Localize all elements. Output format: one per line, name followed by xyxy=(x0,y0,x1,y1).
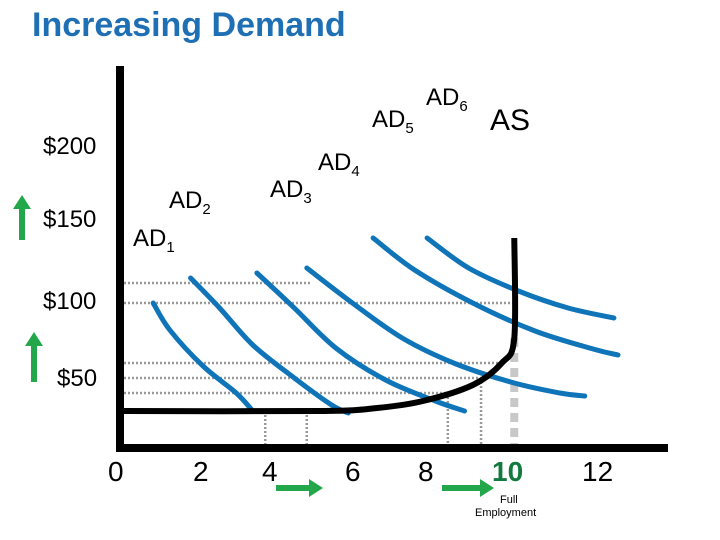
demand-curve-ad3 xyxy=(254,270,467,414)
y-tick-label: $100 xyxy=(43,288,97,315)
full-employment-label: Full xyxy=(500,494,518,506)
x-tick-label: 2 xyxy=(193,456,209,487)
demand-curve-label-ad3: AD3 xyxy=(270,176,312,207)
y-tick-label: $50 xyxy=(57,365,98,392)
chart-title: Increasing Demand xyxy=(32,6,346,44)
quantity-increase-arrow-icon xyxy=(442,479,494,497)
x-tick-label: 0 xyxy=(108,456,124,487)
demand-curve-ad5 xyxy=(370,235,621,358)
quantity-increase-arrow-icon xyxy=(276,479,323,497)
x-tick-label: 12 xyxy=(582,456,614,487)
x-tick-label: 8 xyxy=(418,456,434,487)
full-employment-label: Employment xyxy=(475,507,537,519)
y-tick-label: $200 xyxy=(43,133,97,160)
demand-curve-ad4 xyxy=(304,265,588,399)
y-tick-label: $150 xyxy=(43,206,97,233)
demand-curve-label-ad6: AD6 xyxy=(426,84,468,115)
x-tick-label: 6 xyxy=(345,456,361,487)
demand-curve-label-ad1: AD1 xyxy=(133,225,175,256)
demand-curve-label-ad2: AD2 xyxy=(169,187,211,218)
price-increase-arrow-icon xyxy=(13,195,31,240)
x-tick-label: 10 xyxy=(492,456,524,487)
x-tick-label: 4 xyxy=(262,456,278,487)
supply-curve-label: AS xyxy=(490,104,531,137)
aggregate-supply-curve xyxy=(119,237,519,415)
price-increase-arrow-icon xyxy=(25,332,43,382)
demand-curve-ad2 xyxy=(188,275,351,416)
demand-curve-ad1 xyxy=(150,300,256,414)
demand-curve-label-ad4: AD4 xyxy=(318,149,360,180)
demand-curve-ad6 xyxy=(424,235,617,321)
demand-curve-label-ad5: AD5 xyxy=(372,106,414,137)
